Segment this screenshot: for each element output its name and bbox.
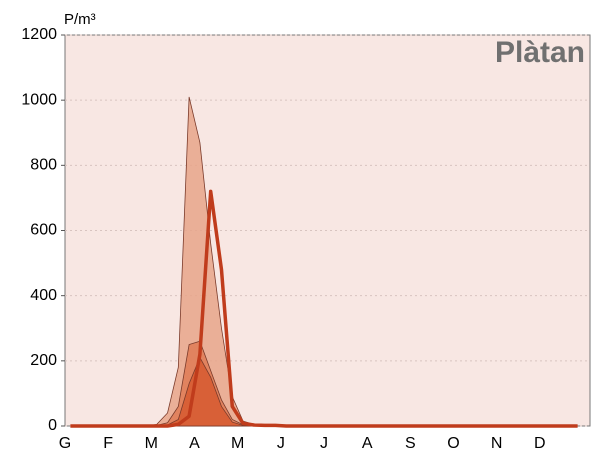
y-tick-label: 400: [30, 287, 57, 304]
y-tick-label: 200: [30, 352, 57, 369]
plot-area: [64, 34, 591, 427]
y-tick-label: 1000: [21, 91, 57, 108]
x-tick-label: M: [231, 435, 244, 452]
x-tick-label: M: [145, 435, 158, 452]
chart-title: Plàtan: [495, 36, 585, 69]
x-tick-label: J: [277, 435, 285, 452]
x-tick-label: G: [59, 435, 71, 452]
y-axis-label: P/m³: [64, 11, 96, 28]
x-tick-label: F: [103, 435, 113, 452]
x-tick-label: S: [405, 435, 416, 452]
x-tick-label: A: [189, 435, 200, 452]
y-tick-label: 0: [48, 417, 57, 434]
y-tick-label: 800: [30, 157, 57, 174]
y-tick-label: 1200: [21, 26, 57, 43]
x-tick-label: A: [362, 435, 373, 452]
y-tick-label: 600: [30, 222, 57, 239]
line: [70, 189, 578, 428]
x-tick-label: D: [534, 435, 546, 452]
x-tick-label: N: [491, 435, 503, 452]
x-tick-label: O: [447, 435, 459, 452]
x-tick-label: J: [320, 435, 328, 452]
